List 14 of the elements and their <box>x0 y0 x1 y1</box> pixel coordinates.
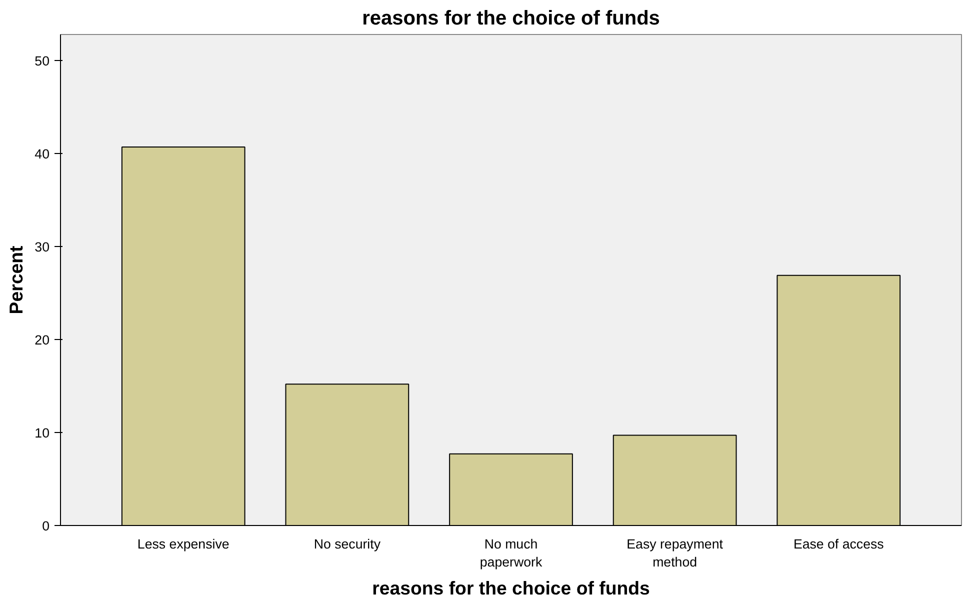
y-tick-label: 0 <box>42 518 50 534</box>
x-tick-label: Less expensive <box>137 536 230 552</box>
chart-title: reasons for the choice of funds <box>362 8 660 30</box>
x-tick-label: Easy repayment method <box>626 536 724 570</box>
y-axis-title: Percent <box>6 246 27 314</box>
y-tick-label: 20 <box>34 332 50 348</box>
x-tick-label: No much paperwork <box>480 536 542 570</box>
y-tick-label: 40 <box>34 146 50 162</box>
x-tick-label: Ease of access <box>793 536 884 552</box>
y-tick-label: 30 <box>34 240 50 255</box>
x-axis-title: reasons for the choice of funds <box>372 578 650 598</box>
y-tick-label: 50 <box>34 54 50 69</box>
x-tick-label: No security <box>314 536 381 552</box>
y-tick-label: 10 <box>34 426 50 441</box>
